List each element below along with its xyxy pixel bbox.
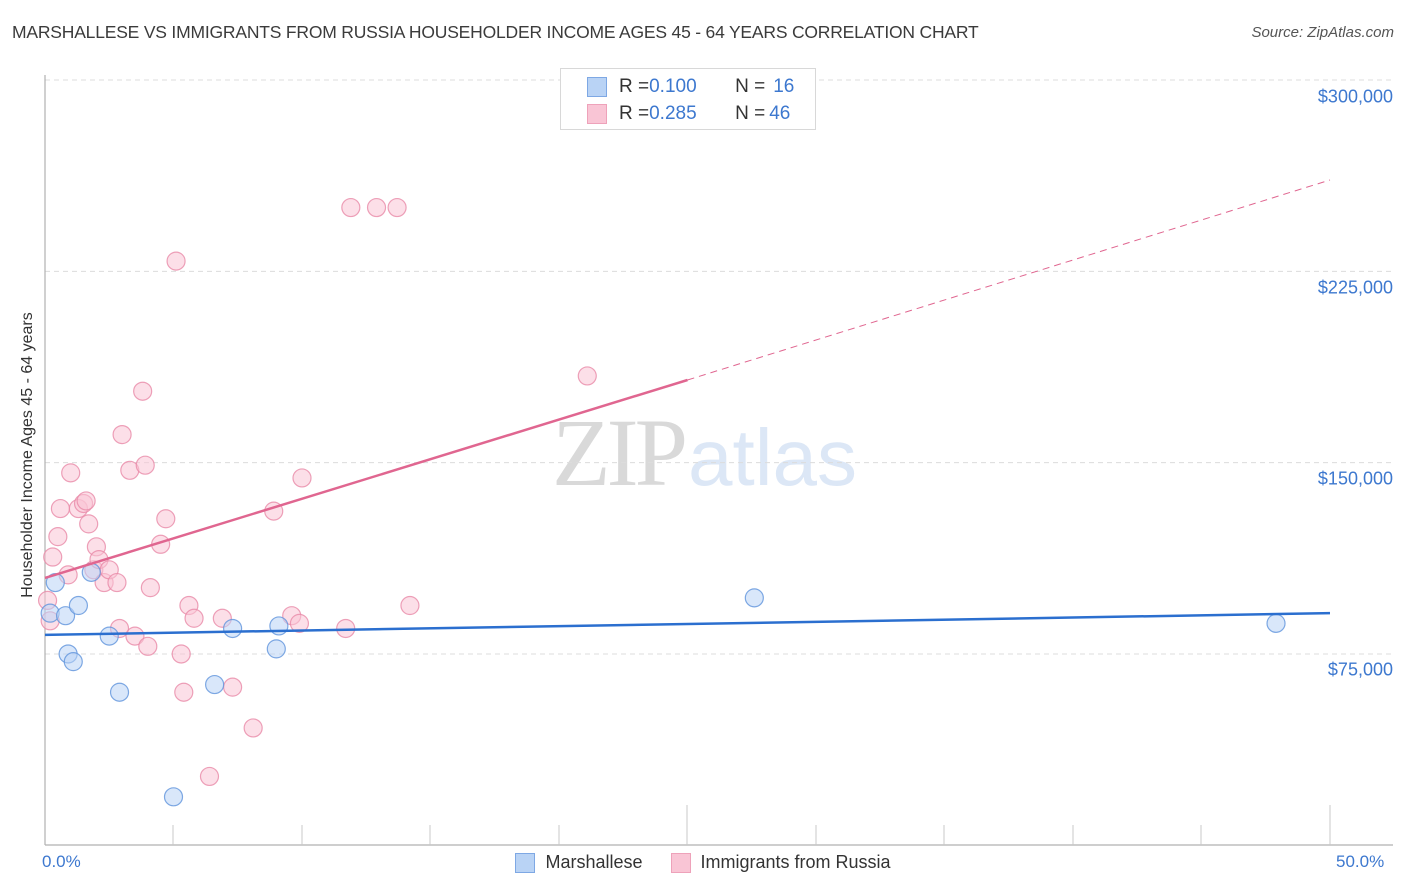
series-legend: Marshallese Immigrants from Russia — [0, 852, 1406, 873]
russia-swatch — [587, 104, 607, 124]
data-point[interactable] — [341, 197, 361, 218]
source-label: Source: ZipAtlas.com — [1251, 24, 1394, 41]
legend-item-russia[interactable]: Immigrants from Russia — [670, 852, 891, 873]
data-point[interactable] — [125, 626, 145, 646]
data-point[interactable] — [223, 677, 243, 697]
data-point[interactable] — [55, 606, 76, 626]
x-tick-0: 0.0% — [42, 852, 81, 871]
data-point[interactable] — [400, 595, 420, 616]
data-point[interactable] — [43, 547, 63, 567]
russia-swatch — [670, 852, 691, 873]
n-value: 16 — [773, 76, 795, 97]
marshallese-points — [40, 562, 1286, 807]
y-tick-150000: $150,000 — [1317, 468, 1393, 489]
marshallese-swatch — [587, 77, 607, 97]
data-point[interactable] — [76, 491, 96, 511]
data-point[interactable] — [744, 588, 764, 608]
data-point[interactable] — [243, 718, 263, 738]
data-point[interactable] — [577, 366, 597, 386]
r-value: 0.285 — [649, 103, 697, 124]
x-tick-50: 50.0% — [1336, 852, 1385, 871]
zipatlas-watermark: ZIPatlas — [552, 405, 857, 501]
data-point[interactable] — [109, 682, 130, 702]
data-point[interactable] — [223, 618, 243, 639]
data-point[interactable] — [50, 498, 71, 519]
data-point[interactable] — [138, 636, 158, 656]
data-point[interactable] — [292, 468, 312, 488]
data-point[interactable] — [366, 197, 387, 218]
data-point[interactable] — [199, 766, 220, 787]
data-point[interactable] — [61, 463, 81, 483]
data-point[interactable] — [1266, 613, 1286, 633]
legend-label: Marshallese — [545, 852, 643, 872]
legend-row-marshallese: R = 0.100 N = 16 — [587, 75, 794, 99]
data-point[interactable] — [135, 455, 155, 475]
marshallese-trend-line — [44, 611, 1331, 637]
n-label: N = — [735, 103, 766, 124]
data-point[interactable] — [184, 608, 204, 628]
data-point[interactable] — [174, 682, 194, 702]
data-point[interactable] — [205, 674, 225, 695]
data-point[interactable] — [140, 578, 160, 598]
data-point[interactable] — [107, 572, 127, 593]
data-point[interactable] — [133, 381, 153, 401]
legend-label: Immigrants from Russia — [700, 852, 891, 872]
r-label: R = — [619, 103, 650, 124]
n-label: N = — [735, 76, 766, 97]
gridlines — [45, 79, 1393, 655]
data-point[interactable] — [387, 197, 407, 218]
y-axis-label: Householder Income Ages 45 - 64 years — [19, 312, 36, 598]
r-label: R = — [619, 76, 650, 97]
russia-trend-line — [44, 378, 688, 580]
data-point[interactable] — [48, 527, 68, 547]
data-point[interactable] — [112, 424, 132, 445]
trend-lines — [44, 179, 1331, 637]
axes — [44, 75, 1393, 846]
correlation-legend: R = 0.100 N = 16 R = 0.285 N = 46 — [560, 68, 816, 130]
legend-row-russia: R = 0.285 N = 46 — [587, 102, 790, 126]
y-tick-225000: $225,000 — [1317, 277, 1393, 298]
chart-title: MARSHALLESE VS IMMIGRANTS FROM RUSSIA HO… — [12, 22, 979, 42]
russia-trend-extension — [687, 179, 1331, 381]
data-point[interactable] — [166, 251, 186, 271]
legend-item-marshallese[interactable]: Marshallese — [515, 852, 643, 873]
data-point[interactable] — [163, 787, 184, 807]
n-value: 46 — [769, 103, 791, 124]
y-tick-75000: $75,000 — [1327, 659, 1393, 680]
data-point[interactable] — [68, 595, 89, 616]
watermark-zip: ZIP — [552, 399, 688, 506]
data-point[interactable] — [289, 613, 310, 633]
marshallese-swatch — [515, 852, 536, 873]
data-point[interactable] — [79, 514, 99, 534]
y-tick-300000: $300,000 — [1317, 86, 1393, 107]
data-point[interactable] — [171, 644, 191, 664]
data-point[interactable] — [266, 639, 286, 659]
watermark-atlas: atlas — [688, 413, 857, 502]
data-point[interactable] — [63, 652, 83, 672]
r-value: 0.100 — [649, 76, 697, 97]
data-point[interactable] — [156, 509, 176, 529]
data-point[interactable] — [99, 626, 119, 646]
